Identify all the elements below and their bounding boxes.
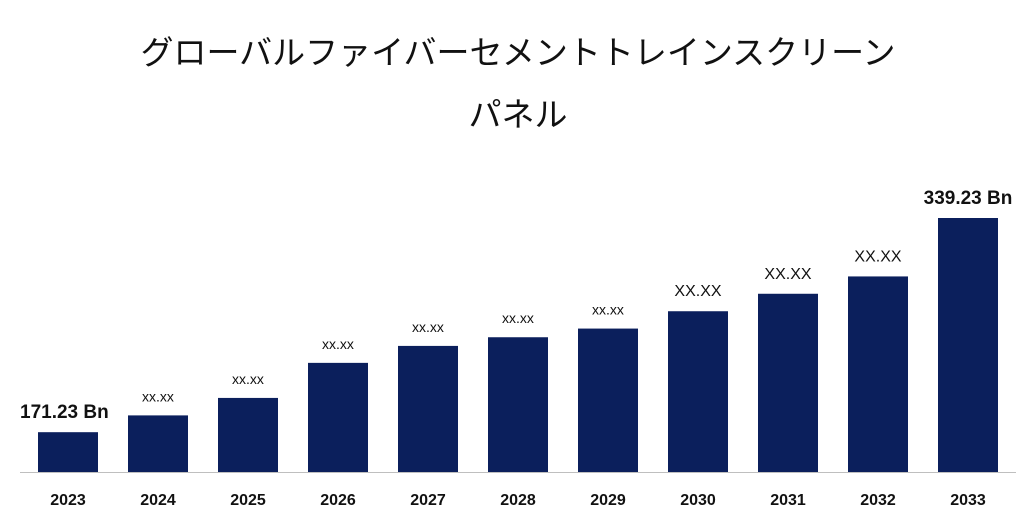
data-label-2023: 171.23 Bn: [20, 402, 109, 423]
bar-group: [38, 218, 998, 472]
chart-title-line-2: パネル: [468, 95, 568, 134]
bar-2025: [218, 397, 278, 472]
data-label-2031: XX.XX: [764, 266, 811, 283]
bar-2024: [128, 415, 188, 472]
x-tick-2029: 2029: [590, 492, 626, 509]
bar-2026: [308, 362, 368, 472]
data-label-2028: xx.xx: [502, 310, 534, 326]
data-label-2027: xx.xx: [412, 319, 444, 335]
x-tick-2031: 2031: [770, 492, 806, 509]
bar-2030: [668, 311, 728, 472]
chart-title-line-1: グローバルファイバーセメントトレインスクリーン: [140, 33, 896, 72]
bar-2033: [938, 218, 998, 472]
data-label-2030: XX.XX: [674, 283, 721, 300]
x-tick-2032: 2032: [860, 492, 896, 509]
data-label-2025: xx.xx: [232, 371, 264, 387]
bar-2032: [848, 276, 908, 472]
x-tick-2028: 2028: [500, 492, 536, 509]
bar-2029: [578, 328, 638, 472]
x-tick-2026: 2026: [320, 492, 356, 509]
x-tick-2030: 2030: [680, 492, 716, 509]
bar-2027: [398, 345, 458, 472]
bar-2031: [758, 293, 818, 472]
x-tick-2027: 2027: [410, 492, 446, 509]
bar-2028: [488, 337, 548, 472]
data-label-2024: xx.xx: [142, 388, 174, 404]
x-tick-2024: 2024: [140, 492, 176, 509]
data-label-2032: XX.XX: [854, 248, 901, 265]
x-tick-2025: 2025: [230, 492, 266, 509]
data-label-2033: 339.23 Bn: [924, 188, 1013, 209]
data-label-2026: xx.xx: [322, 336, 354, 352]
data-label-2029: xx.xx: [592, 302, 624, 318]
x-tick-2033: 2033: [950, 492, 986, 509]
x-tick-group: 2023 2024 2025 2026 2027 2028 2029 2030 2031 2032…: [50, 492, 986, 509]
x-tick-2023: 2023: [50, 492, 86, 509]
bar-2023: [38, 432, 98, 472]
data-label-group: 171.23 Bn xx.xx xx.xx xx.xx xx.xx xx.xx xx.xx X…: [20, 188, 1012, 423]
